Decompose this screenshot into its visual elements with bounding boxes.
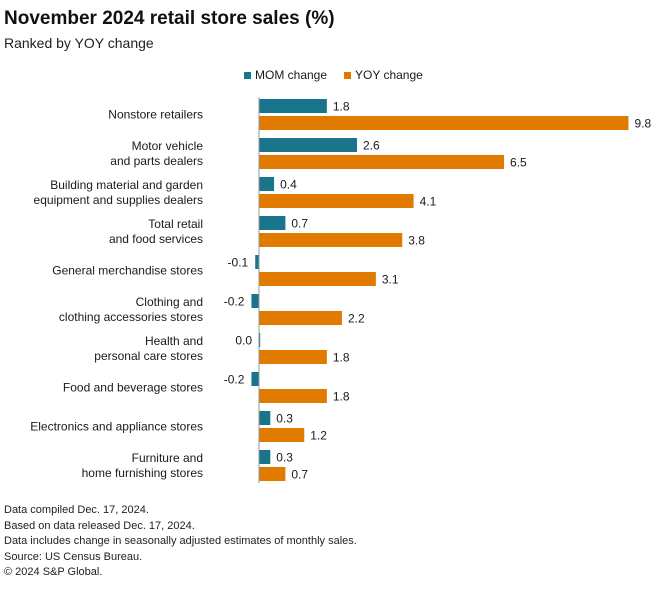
footnote-copyright: © 2024 S&P Global. <box>4 566 103 578</box>
yoy-bar <box>259 467 286 481</box>
yoy-value-label: 0.7 <box>291 468 308 482</box>
category-label: Motor vehicle <box>132 139 204 153</box>
yoy-value-label: 9.8 <box>634 117 651 131</box>
legend-label-yoy: YOY change <box>355 68 423 82</box>
mom-bar <box>259 333 261 347</box>
chart-title: November 2024 retail store sales (%) <box>4 8 335 29</box>
chart-subtitle: Ranked by YOY change <box>4 35 154 51</box>
yoy-value-label: 4.1 <box>420 195 437 209</box>
category-label: Building material and garden <box>50 178 203 192</box>
mom-value-label: 0.3 <box>276 412 293 426</box>
yoy-bar <box>259 350 327 364</box>
category-label: Total retail <box>148 217 203 231</box>
legend-swatch-mom <box>244 72 251 79</box>
yoy-bar <box>259 233 403 247</box>
yoy-value-label: 3.8 <box>408 234 425 248</box>
mom-bar <box>259 99 327 113</box>
yoy-value-label: 1.2 <box>310 429 327 443</box>
category-label: Food and beverage stores <box>63 381 203 395</box>
yoy-bar <box>259 428 305 442</box>
yoy-value-label: 2.2 <box>348 312 365 326</box>
yoy-value-label: 1.8 <box>333 351 350 365</box>
category-label: Health and <box>145 334 203 348</box>
yoy-bar <box>259 389 327 403</box>
mom-bar <box>259 216 286 230</box>
mom-bar <box>259 450 271 464</box>
mom-bar <box>251 372 259 386</box>
category-label: Furniture and <box>132 451 203 465</box>
category-label: General merchandise stores <box>52 264 203 278</box>
category-label: equipment and supplies dealers <box>34 193 203 207</box>
category-label: home furnishing stores <box>82 466 203 480</box>
mom-bar <box>251 294 259 308</box>
mom-value-label: -0.1 <box>228 256 249 270</box>
mom-value-label: -0.2 <box>224 373 245 387</box>
yoy-bar <box>259 272 376 286</box>
mom-bar <box>259 138 358 152</box>
category-label: clothing accessories stores <box>59 310 203 324</box>
yoy-value-label: 1.8 <box>333 390 350 404</box>
category-label: and food services <box>109 232 203 246</box>
category-label: personal care stores <box>94 349 203 363</box>
yoy-bar <box>259 194 414 208</box>
yoy-bar <box>259 155 505 169</box>
yoy-bar <box>259 311 342 325</box>
mom-value-label: 0.3 <box>276 451 293 465</box>
yoy-value-label: 3.1 <box>382 273 399 287</box>
legend-label-mom: MOM change <box>255 68 327 82</box>
footnote-released: Based on data released Dec. 17, 2024. <box>4 519 195 532</box>
legend-swatch-yoy <box>344 72 351 79</box>
mom-bar <box>259 177 275 191</box>
footnotes: Data compiled Dec. 17, 2024. Based on da… <box>4 503 357 581</box>
mom-value-label: -0.2 <box>224 295 245 309</box>
mom-value-label: 0.4 <box>280 178 297 192</box>
footnote-methodology: Data includes change in seasonally adjus… <box>4 535 357 547</box>
bar-chart: MOM change YOY change Nonstore retailers 1.… <box>30 68 651 483</box>
yoy-bar <box>259 116 629 130</box>
mom-value-label: 2.6 <box>363 139 380 153</box>
mom-value-label: 0.7 <box>291 217 308 231</box>
mom-value-label: 0.0 <box>235 334 252 348</box>
category-label: Nonstore retailers <box>108 108 203 122</box>
category-label: Clothing and <box>136 295 203 309</box>
yoy-value-label: 6.5 <box>510 156 527 170</box>
category-label: Electronics and appliance stores <box>30 420 203 434</box>
category-label: and parts dealers <box>110 154 203 168</box>
footnote-source: Source: US Census Bureau. <box>4 550 143 563</box>
footnote-compiled: Data compiled Dec. 17, 2024. <box>4 504 149 516</box>
mom-value-label: 1.8 <box>333 100 350 114</box>
mom-bar <box>259 411 271 425</box>
mom-bar <box>255 255 259 269</box>
